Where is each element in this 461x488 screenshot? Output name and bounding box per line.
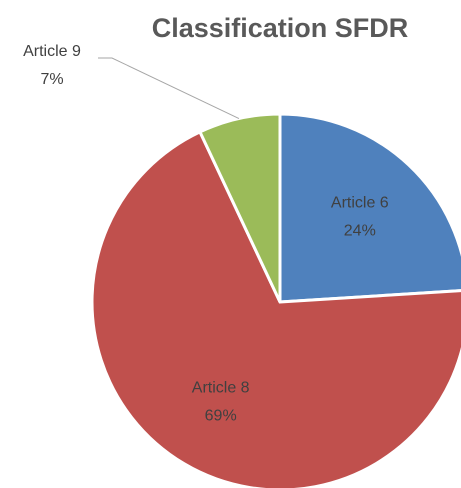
slice-label: Article 8 [192, 380, 250, 397]
slice-value-label: 7% [40, 71, 63, 88]
pie-slice [90, 129, 461, 488]
slice-value-label: 24% [344, 222, 376, 239]
leader-line [98, 57, 240, 119]
pie-slice [278, 112, 461, 304]
slice-label: Article 6 [331, 194, 389, 211]
slice-label: Article 9 [23, 43, 81, 60]
chart-title: Classification SFDR [152, 13, 409, 43]
slice-value-label: 69% [205, 408, 237, 425]
